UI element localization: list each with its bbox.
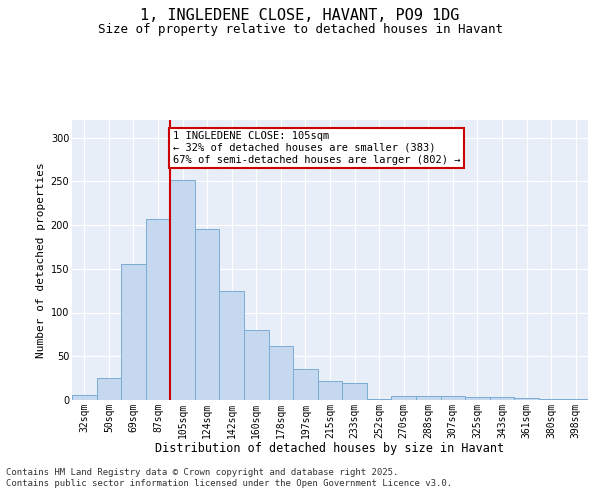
Bar [146,219,170,400]
Bar [563,399,588,400]
Bar [440,396,465,400]
Bar [490,396,514,400]
Bar [391,396,416,400]
Y-axis label: Number of detached properties: Number of detached properties [37,162,46,358]
Text: 1 INGLEDENE CLOSE: 105sqm
← 32% of detached houses are smaller (383)
67% of semi: 1 INGLEDENE CLOSE: 105sqm ← 32% of detac… [173,132,460,164]
Bar [170,180,195,400]
Bar [539,399,563,400]
Bar [367,399,391,400]
Bar [342,382,367,400]
Text: 1, INGLEDENE CLOSE, HAVANT, PO9 1DG: 1, INGLEDENE CLOSE, HAVANT, PO9 1DG [140,8,460,22]
Bar [465,396,490,400]
Bar [121,264,146,400]
Text: Contains HM Land Registry data © Crown copyright and database right 2025.
Contai: Contains HM Land Registry data © Crown c… [6,468,452,487]
Bar [195,230,220,400]
Bar [220,290,244,400]
Bar [416,396,440,400]
Bar [72,395,97,400]
Bar [97,378,121,400]
Bar [269,346,293,400]
Text: Size of property relative to detached houses in Havant: Size of property relative to detached ho… [97,22,503,36]
Bar [318,381,342,400]
Bar [293,370,318,400]
X-axis label: Distribution of detached houses by size in Havant: Distribution of detached houses by size … [155,442,505,455]
Bar [244,330,269,400]
Bar [514,398,539,400]
